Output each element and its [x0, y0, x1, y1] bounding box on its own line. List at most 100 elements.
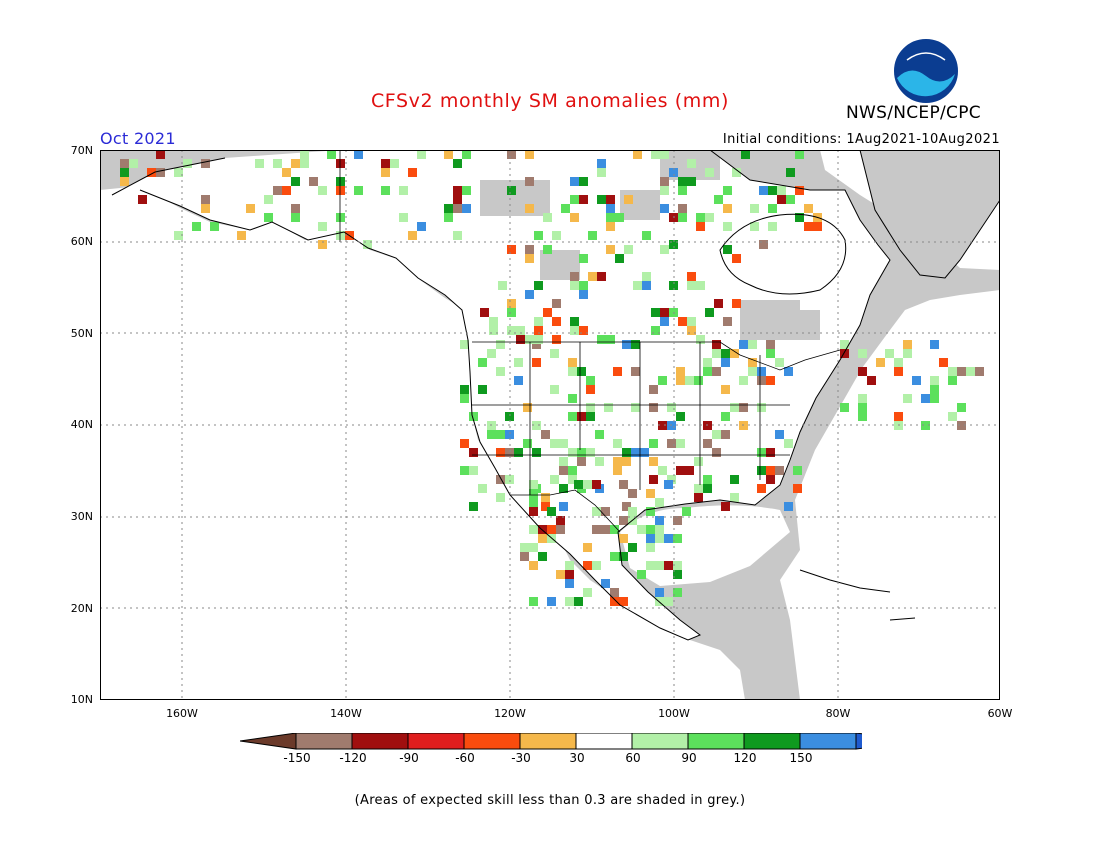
anomaly-cell [660, 186, 669, 195]
anomaly-cell [858, 394, 867, 403]
anomaly-cell [505, 448, 514, 457]
anomaly-cell [606, 195, 615, 204]
anomaly-cell [514, 448, 523, 457]
anomaly-cell [552, 317, 561, 326]
anomaly-cell [858, 349, 867, 358]
anomaly-cell [723, 245, 732, 254]
anomaly-cell [613, 466, 622, 475]
anomaly-cell [568, 448, 577, 457]
anomaly-cell [750, 204, 759, 213]
anomaly-cell [469, 466, 478, 475]
anomaly-cell [637, 570, 646, 579]
anomaly-cell [318, 186, 327, 195]
anomaly-cell [201, 159, 210, 168]
anomaly-cell [633, 281, 642, 290]
anomaly-cell [646, 525, 655, 534]
anomaly-cell [696, 335, 705, 344]
anomaly-cell [507, 299, 516, 308]
lat-label-30n: 30N [70, 510, 93, 523]
anomaly-cell [721, 430, 730, 439]
anomaly-cell [694, 457, 703, 466]
anomaly-cell [613, 439, 622, 448]
lat-label-10n: 10N [70, 693, 93, 706]
noaa-logo [894, 39, 958, 103]
anomaly-cell [579, 290, 588, 299]
anomaly-cell [703, 439, 712, 448]
anomaly-cell [597, 159, 606, 168]
anomaly-cell [597, 272, 606, 281]
anomaly-cell [628, 489, 637, 498]
anomaly-cell [673, 516, 682, 525]
anomaly-cell [766, 376, 775, 385]
anomaly-cell [597, 195, 606, 204]
anomaly-cell [592, 561, 601, 570]
anomaly-cell [606, 222, 615, 231]
anomaly-cell [291, 177, 300, 186]
anomaly-cell [417, 150, 426, 159]
anomaly-cell [478, 358, 487, 367]
anomaly-cell [507, 150, 516, 159]
anomaly-cell [570, 272, 579, 281]
anomaly-cell [583, 588, 592, 597]
anomaly-cell [453, 186, 462, 195]
anomaly-cell [336, 159, 345, 168]
anomaly-cell [147, 168, 156, 177]
anomaly-cell [487, 430, 496, 439]
anomaly-cell [696, 213, 705, 222]
anomaly-cell [721, 385, 730, 394]
anomaly-cell [750, 222, 759, 231]
anomaly-cell [939, 358, 948, 367]
anomaly-cell [363, 240, 372, 249]
anomaly-cell [894, 358, 903, 367]
anomaly-cell [655, 534, 664, 543]
anomaly-cell [748, 340, 757, 349]
anomaly-cell [570, 281, 579, 290]
anomaly-cell [676, 466, 685, 475]
anomaly-cell [703, 475, 712, 484]
anomaly-cell [529, 597, 538, 606]
anomaly-cell [579, 254, 588, 263]
anomaly-cell [676, 439, 685, 448]
anomaly-cell [592, 480, 601, 489]
colorbar-segment [295, 733, 353, 750]
anomaly-cell [565, 579, 574, 588]
anomaly-cell [721, 502, 730, 511]
anomaly-cell [489, 326, 498, 335]
anomaly-cell [678, 186, 687, 195]
anomaly-cell [660, 204, 669, 213]
anomaly-cell [610, 525, 619, 534]
colorbar-label: -120 [339, 751, 367, 765]
lon-label-80w: 80W [825, 707, 851, 720]
anomaly-cell [766, 466, 775, 475]
anomaly-cell [318, 222, 327, 231]
anomaly-cell [505, 475, 514, 484]
anomaly-cell [655, 561, 664, 570]
anomaly-cell [543, 245, 552, 254]
lon-label-100w: 100W [658, 707, 690, 720]
anomaly-cell [579, 326, 588, 335]
lon-label-140w: 140W [330, 707, 362, 720]
anomaly-cell [712, 430, 721, 439]
map-panel [100, 150, 1000, 700]
coastlines [111, 150, 1000, 641]
anomaly-cell [642, 281, 651, 290]
anomaly-cell [570, 317, 579, 326]
colorbar-segment [463, 733, 521, 750]
anomaly-cell [565, 561, 574, 570]
anomaly-cell [784, 439, 793, 448]
anomaly-cell [592, 525, 601, 534]
anomaly-cell [595, 457, 604, 466]
anomaly-cell [930, 340, 939, 349]
anomaly-cell [529, 489, 538, 498]
anomaly-cell [559, 439, 568, 448]
anomaly-cell [523, 439, 532, 448]
anomaly-cell [694, 484, 703, 493]
anomaly-cell [532, 448, 541, 457]
lat-label-50n: 50N [70, 327, 93, 340]
anomaly-cell [327, 150, 336, 159]
anomaly-cell [757, 376, 766, 385]
anomaly-cell [784, 367, 793, 376]
anomaly-cell [777, 195, 786, 204]
anomaly-cell [469, 502, 478, 511]
anomaly-cell [957, 367, 966, 376]
